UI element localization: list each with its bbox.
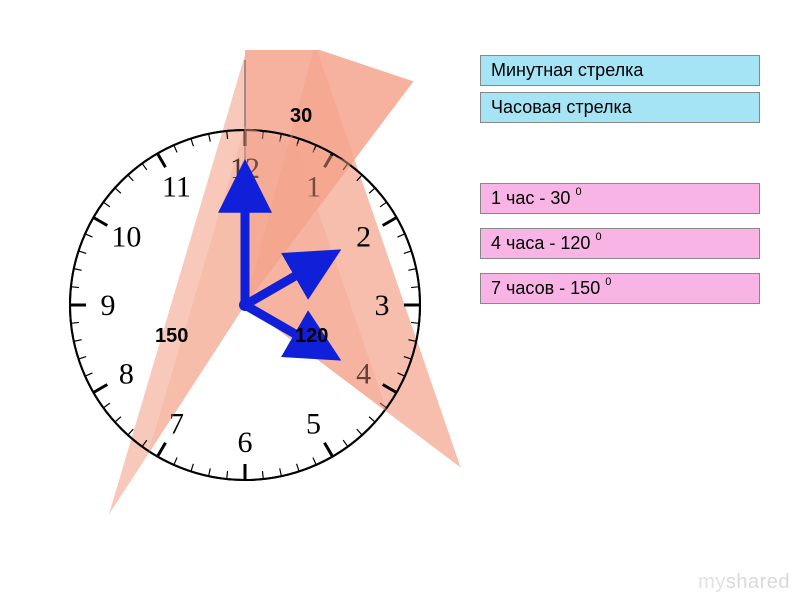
angle-label-150: 150	[155, 325, 188, 348]
clock-diagram: 123456789101112 30 120 150	[30, 50, 470, 575]
fact-3-text: 7 часов - 150	[491, 278, 600, 298]
right-panel: Минутная стрелка Часовая стрелка 1 час -…	[480, 55, 760, 318]
svg-text:3: 3	[375, 289, 390, 322]
fact-1: 1 час - 30 0	[480, 183, 760, 214]
clock-svg: 123456789101112	[30, 50, 470, 570]
degree-sup: 0	[595, 231, 601, 243]
watermark-my: my	[698, 571, 726, 593]
legend-hour: Часовая стрелка	[480, 92, 760, 123]
watermark-shared: shared	[726, 571, 790, 593]
degree-sup: 0	[575, 186, 581, 198]
fact-2-text: 4 часа - 120	[491, 233, 590, 253]
fact-2: 4 часа - 120 0	[480, 228, 760, 259]
degree-sup: 0	[605, 276, 611, 288]
watermark: myshared	[698, 571, 790, 594]
svg-text:10: 10	[111, 221, 141, 254]
svg-text:6: 6	[238, 426, 253, 459]
svg-text:9: 9	[101, 289, 116, 322]
svg-text:8: 8	[119, 358, 134, 391]
svg-text:11: 11	[162, 170, 191, 203]
svg-text:5: 5	[306, 408, 321, 441]
angle-label-30: 30	[290, 105, 312, 128]
angle-label-120: 120	[295, 325, 328, 348]
legend-minute: Минутная стрелка	[480, 55, 760, 86]
fact-3: 7 часов - 150 0	[480, 273, 760, 304]
fact-1-text: 1 час - 30	[491, 188, 570, 208]
svg-text:2: 2	[356, 221, 371, 254]
facts-section: 1 час - 30 0 4 часа - 120 0 7 часов - 15…	[480, 183, 760, 304]
